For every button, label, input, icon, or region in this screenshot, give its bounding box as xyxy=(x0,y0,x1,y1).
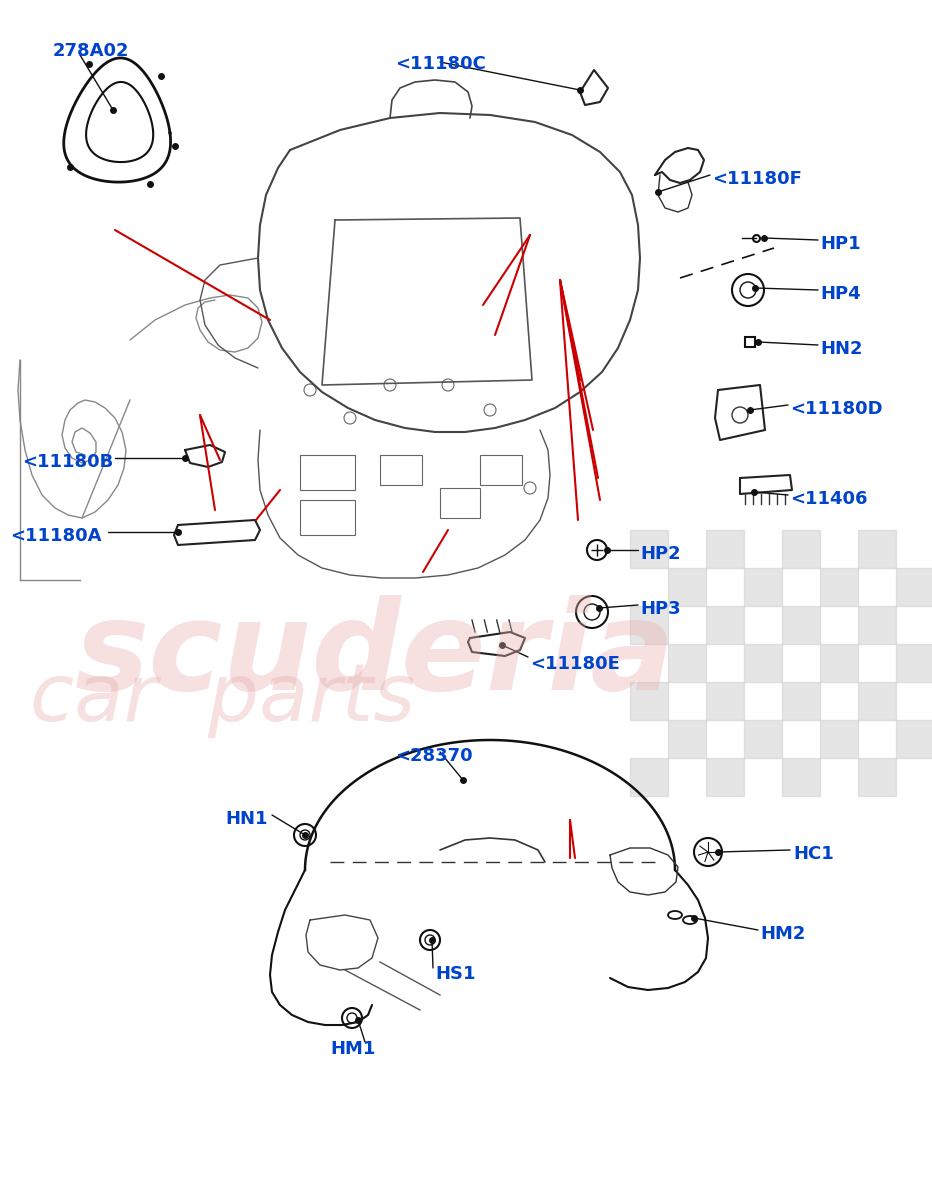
Bar xyxy=(858,530,896,568)
Bar xyxy=(744,644,782,682)
Bar xyxy=(668,568,706,606)
Bar xyxy=(668,720,706,758)
Bar xyxy=(858,758,896,796)
Bar xyxy=(896,644,932,682)
Bar xyxy=(440,488,480,518)
Bar xyxy=(744,568,782,606)
Bar xyxy=(820,644,858,682)
Bar xyxy=(630,758,668,796)
Text: HP2: HP2 xyxy=(640,545,680,563)
Bar xyxy=(706,530,744,568)
Bar xyxy=(300,455,355,490)
Text: <11406: <11406 xyxy=(790,490,868,508)
Bar xyxy=(820,568,858,606)
Text: HP1: HP1 xyxy=(820,235,860,253)
Text: HM2: HM2 xyxy=(760,925,805,943)
Bar xyxy=(706,682,744,720)
Text: HN1: HN1 xyxy=(225,810,267,828)
Bar xyxy=(630,606,668,644)
Text: 278A02: 278A02 xyxy=(53,42,130,60)
Bar xyxy=(782,682,820,720)
Bar xyxy=(300,500,355,535)
Bar xyxy=(744,720,782,758)
Text: HN2: HN2 xyxy=(820,340,862,358)
Bar xyxy=(668,644,706,682)
Text: <11180A: <11180A xyxy=(10,527,102,545)
Bar xyxy=(380,455,422,485)
Bar xyxy=(896,720,932,758)
Bar xyxy=(820,720,858,758)
Text: HM1: HM1 xyxy=(330,1040,376,1058)
Text: HC1: HC1 xyxy=(793,845,834,863)
Text: <11180B: <11180B xyxy=(22,452,114,470)
Bar xyxy=(896,568,932,606)
Bar xyxy=(706,606,744,644)
Text: <11180F: <11180F xyxy=(712,170,802,188)
Text: scuderia: scuderia xyxy=(75,595,676,716)
Bar xyxy=(782,758,820,796)
Bar xyxy=(782,530,820,568)
Bar xyxy=(480,455,522,485)
Text: HS1: HS1 xyxy=(435,965,475,983)
Text: <11180C: <11180C xyxy=(395,55,486,73)
Bar xyxy=(630,682,668,720)
Text: <28370: <28370 xyxy=(395,746,473,766)
Bar xyxy=(858,682,896,720)
Text: HP3: HP3 xyxy=(640,600,680,618)
Text: car  parts: car parts xyxy=(30,660,416,738)
Text: HP4: HP4 xyxy=(820,284,860,302)
Bar xyxy=(858,606,896,644)
Text: <11180D: <11180D xyxy=(790,400,883,418)
Bar xyxy=(782,606,820,644)
Text: <11180E: <11180E xyxy=(530,655,620,673)
Bar xyxy=(706,758,744,796)
Bar xyxy=(630,530,668,568)
